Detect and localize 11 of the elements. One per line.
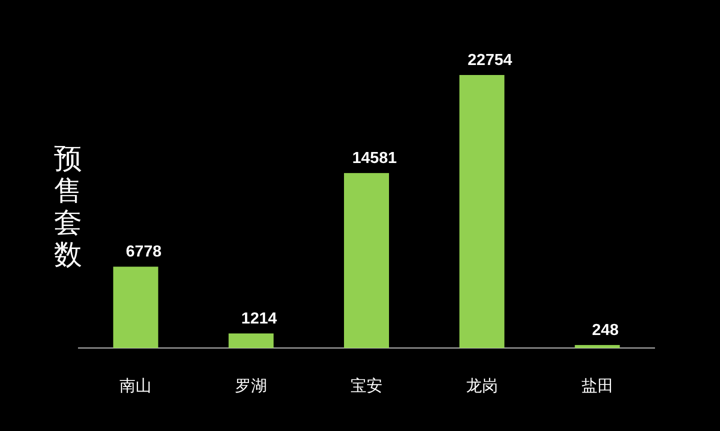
data-label: 6778 [126,244,162,261]
y-axis-title: 预售套数 [54,142,82,271]
x-tick-label: 盐田 [581,376,614,395]
x-tick-label: 南山 [120,376,152,395]
x-tick-label: 龙岗 [466,376,498,395]
data-label: 14581 [352,150,397,168]
data-label: 1214 [241,310,277,328]
x-tick-label: 宝安 [350,376,382,395]
x-tick-label: 罗湖 [235,376,268,395]
data-label: 22754 [468,52,512,69]
data-label: 248 [592,322,619,340]
